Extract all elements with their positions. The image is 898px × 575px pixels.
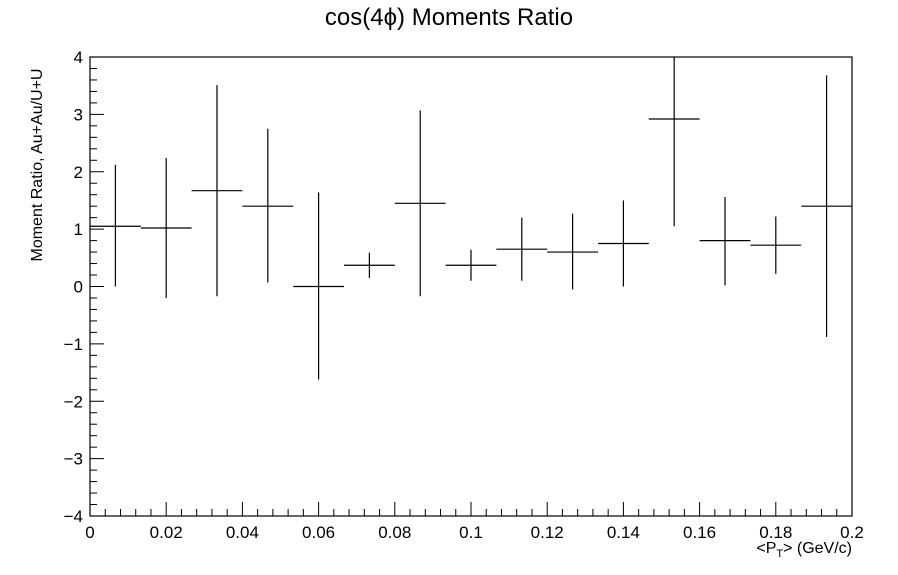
data-point bbox=[90, 164, 141, 287]
data-point bbox=[699, 196, 751, 286]
x-axis-label-main: <P bbox=[756, 540, 777, 557]
x-tick-label: 0.18 bbox=[759, 523, 792, 542]
x-tick-label: 0.08 bbox=[378, 523, 411, 542]
x-tick-label: 0.02 bbox=[150, 523, 183, 542]
x-tick-label: 0.16 bbox=[683, 523, 716, 542]
data-point bbox=[597, 200, 649, 287]
data-point bbox=[547, 213, 599, 290]
y-tick-label: 4 bbox=[74, 48, 83, 67]
data-point bbox=[394, 110, 446, 297]
y-tick-label: 1 bbox=[74, 220, 83, 239]
y-tick-label: 2 bbox=[74, 163, 83, 182]
x-axis-label: <PT> (GeV/c) bbox=[756, 540, 852, 560]
data-point bbox=[293, 192, 345, 380]
data-point bbox=[140, 157, 192, 298]
data-point bbox=[343, 252, 395, 278]
plot-frame bbox=[89, 56, 853, 517]
y-tick-label: 0 bbox=[74, 278, 83, 297]
x-tick-label: 0.06 bbox=[302, 523, 335, 542]
x-tick-label: 0.1 bbox=[459, 523, 483, 542]
data-point bbox=[191, 85, 243, 297]
data-point bbox=[445, 249, 497, 281]
x-tick-label: 0.04 bbox=[226, 523, 259, 542]
data-point bbox=[242, 128, 294, 283]
y-tick-label: −1 bbox=[64, 335, 83, 354]
x-tick-label: 0 bbox=[85, 523, 94, 542]
x-tick-label: 0.12 bbox=[531, 523, 564, 542]
x-axis-label-tail: > (GeV/c) bbox=[783, 540, 852, 557]
y-tick-label: −3 bbox=[64, 450, 83, 469]
data-point bbox=[648, 57, 700, 227]
y-tick-label: −4 bbox=[64, 507, 83, 526]
x-tick-label: 0.2 bbox=[840, 523, 864, 542]
y-tick-label: −2 bbox=[64, 392, 83, 411]
x-axis-label-sub: T bbox=[776, 548, 784, 561]
data-point bbox=[496, 217, 548, 281]
axes: 0 0.02 0.04 0.06 0.08 0.1 0.12 0.14 0.16 0.18 0.2 −… bbox=[64, 48, 864, 542]
y-tick-label: 3 bbox=[74, 105, 83, 124]
data-point bbox=[801, 75, 852, 337]
data-points bbox=[90, 57, 852, 380]
chart-title: cos(4ϕ) Moments Ratio bbox=[324, 4, 574, 31]
x-tick-label: 0.14 bbox=[607, 523, 640, 542]
data-point bbox=[750, 216, 802, 274]
